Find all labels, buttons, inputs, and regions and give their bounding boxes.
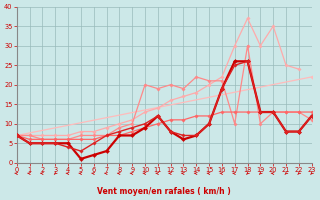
X-axis label: Vent moyen/en rafales ( km/h ): Vent moyen/en rafales ( km/h ) — [97, 187, 231, 196]
